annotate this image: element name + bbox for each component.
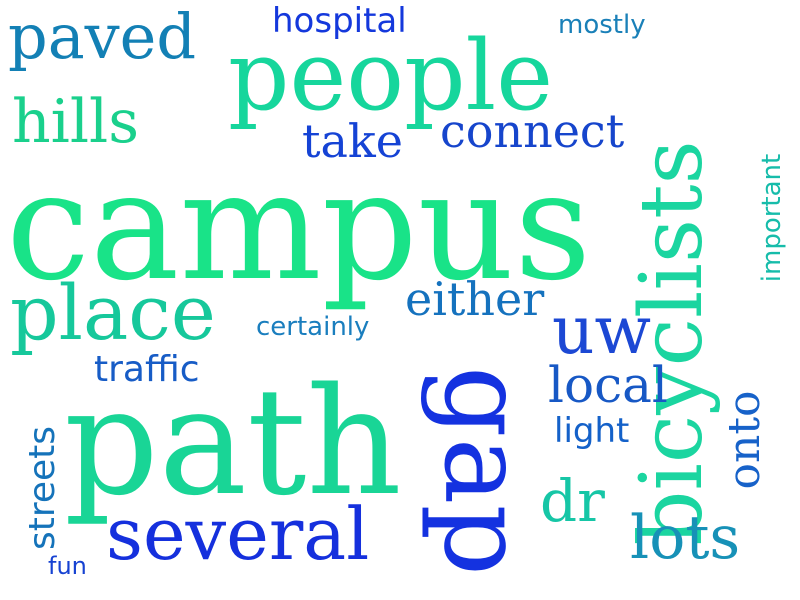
word-light: light — [554, 411, 630, 451]
word-gap: gap — [419, 365, 549, 577]
word-path: path — [64, 356, 402, 528]
word-hospital: hospital — [272, 1, 407, 41]
word-lots: lots — [630, 503, 741, 573]
word-hills: hills — [12, 87, 140, 157]
word-paved: paved — [8, 0, 197, 73]
word-mostly: mostly — [558, 10, 646, 40]
word-traffic: traffic — [94, 349, 200, 390]
word-onto: onto — [719, 390, 770, 490]
word-campus: campus — [6, 140, 592, 314]
word-several: several — [106, 492, 370, 576]
word-uw: uw — [552, 292, 651, 369]
word-dr: dr — [540, 467, 605, 535]
word-either: either — [405, 272, 545, 326]
word-people: people — [228, 20, 554, 132]
word-fun: fun — [48, 552, 87, 580]
word-connect: connect — [440, 104, 625, 158]
word-place: place — [10, 268, 216, 357]
word-important: important — [757, 153, 787, 283]
word-certainly: certainly — [256, 312, 370, 342]
word-take: take — [302, 114, 404, 168]
word-local: local — [548, 356, 668, 414]
